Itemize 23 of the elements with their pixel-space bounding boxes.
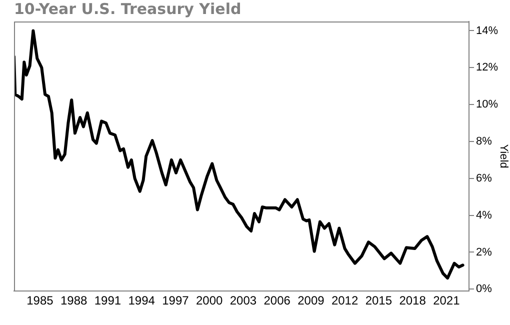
x-tick-label: 2012 [331, 294, 358, 308]
x-tick-label: 1994 [128, 294, 156, 308]
x-tick-label: 2009 [298, 294, 325, 308]
chart-title: 10-Year U.S. Treasury Yield [14, 0, 242, 18]
y-axis-title: Yield [497, 144, 510, 168]
y-tick-label: 0% [476, 283, 492, 296]
x-tick-label: 1991 [94, 294, 122, 308]
x-tick-label: 2015 [365, 294, 392, 308]
y-tick-label: 12% [476, 62, 498, 74]
y-tick-label: 8% [476, 136, 492, 148]
x-tick-label: 2003 [230, 294, 257, 308]
x-tick-label: 2018 [399, 294, 426, 308]
x-tick-label: 1988 [60, 294, 88, 308]
y-tick-label: 4% [476, 209, 492, 222]
y-tick-label: 6% [476, 172, 492, 184]
x-tick-label: 1997 [162, 294, 190, 308]
y-tick-label: 2% [476, 246, 492, 258]
x-tick-label: 2021 [433, 294, 460, 308]
x-tick-label: 2000 [196, 294, 223, 308]
x-tick-label: 1985 [26, 294, 54, 308]
y-tick-label: 10% [476, 98, 498, 111]
x-tick-label: 2006 [264, 294, 291, 308]
y-tick-label: 14% [476, 24, 498, 37]
